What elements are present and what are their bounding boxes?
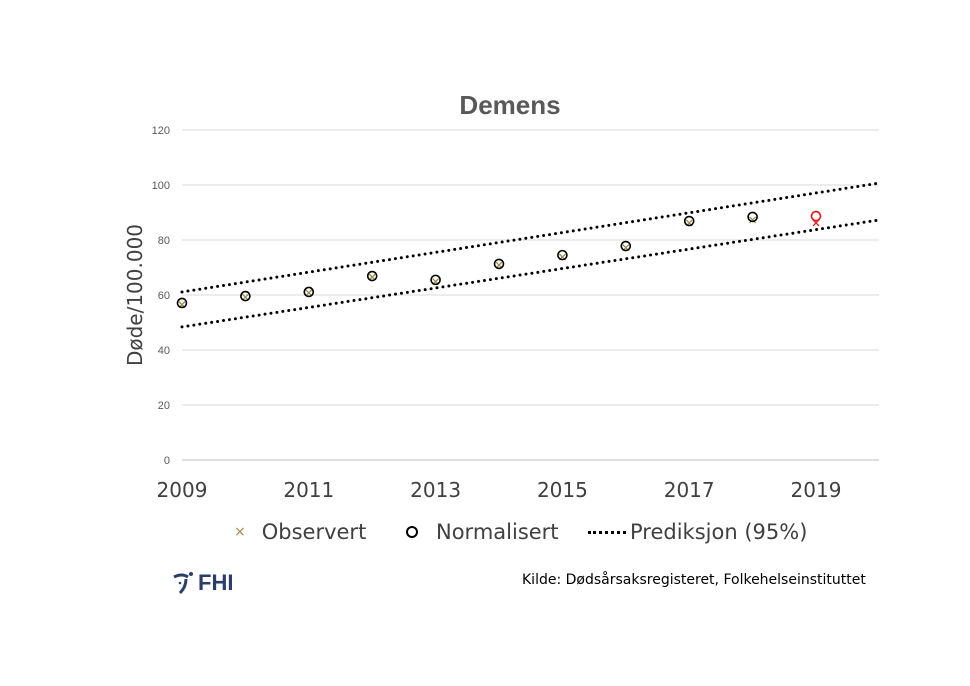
normalized-point — [240, 290, 251, 302]
x-tick-label: 2013 — [410, 478, 461, 502]
x-tick-label: 2019 — [791, 478, 842, 502]
y-tick-label: 40 — [158, 345, 170, 357]
circle-marker-icon — [406, 526, 418, 538]
normalized-point — [747, 211, 758, 223]
x-tick-label: 2009 — [157, 478, 208, 502]
normalized-point — [303, 286, 315, 298]
fhi-logo-text: FHI — [198, 570, 234, 595]
prediction-lower-line — [180, 218, 881, 329]
fhi-logo: FHI — [172, 570, 233, 596]
fhi-logo-icon — [173, 572, 193, 595]
y-tick-label: 60 — [158, 290, 170, 302]
y-tick-label: 80 — [158, 235, 170, 247]
normalized-point — [683, 215, 695, 227]
x-tick-label: 2017 — [664, 478, 715, 502]
normalized-point — [557, 249, 568, 261]
dotted-line-icon — [588, 530, 626, 534]
y-tick-label: 20 — [158, 400, 170, 412]
source-note: Kilde: Dødsårsaksregisteret, Folkehelsei… — [522, 572, 866, 588]
normalized-point — [620, 240, 632, 252]
observed-point — [368, 273, 376, 281]
legend-item-normalized: Normalisert — [406, 520, 559, 544]
legend-label: Normalisert — [436, 520, 559, 544]
y-axis-label: Døde/100.000 — [123, 224, 147, 366]
x-marker-icon: × — [234, 524, 246, 540]
y-tick-label: 0 — [164, 455, 170, 467]
normalized-point — [430, 274, 441, 286]
normalized-point — [810, 210, 822, 222]
legend-item-prediction: Prediksjon (95%) — [588, 520, 807, 544]
observed-point — [749, 216, 757, 224]
prediction-upper-line — [180, 181, 881, 294]
legend-label: Prediksjon (95%) — [630, 520, 808, 544]
y-tick-label: 100 — [152, 180, 170, 192]
normalized-point — [366, 270, 378, 282]
x-tick-label: 2015 — [537, 478, 588, 502]
y-tick-label: 120 — [152, 125, 170, 137]
legend-label: Observert — [261, 520, 367, 544]
chart-title: Demens — [459, 90, 561, 120]
observed-point — [305, 289, 313, 297]
normalized-point — [493, 258, 505, 270]
observed-point — [495, 261, 503, 269]
legend-item-observed: × Observert — [234, 520, 366, 544]
x-tick-label: 2011 — [283, 478, 334, 502]
observed-point — [241, 293, 249, 301]
normalized-point — [176, 297, 188, 309]
